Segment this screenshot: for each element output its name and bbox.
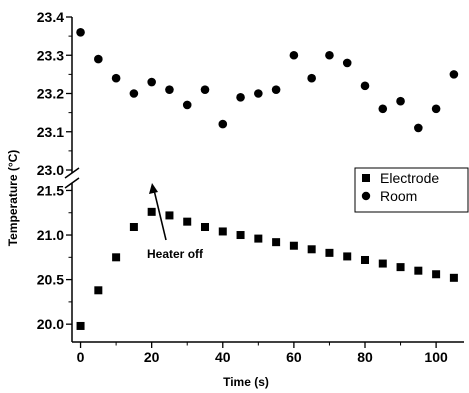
electrode-point (449, 273, 458, 282)
room-point (271, 85, 281, 94)
legend: Electrode Room (354, 167, 469, 213)
legend-marker-electrode (362, 174, 370, 182)
room-point (360, 81, 370, 91)
x-tick-label: 20 (144, 349, 160, 365)
room-point (342, 58, 352, 68)
room-point (129, 89, 139, 98)
annotation-text: Heater off (147, 247, 204, 261)
electrode-point (272, 238, 281, 247)
room-point (165, 85, 174, 94)
room-point (449, 70, 459, 79)
y-axis-label: Temperature (°C) (6, 150, 20, 247)
electrode-point (289, 241, 298, 250)
data-marks (76, 28, 459, 330)
electrode-point (325, 248, 334, 257)
legend-marker-room (361, 191, 371, 201)
y-lower-tick-label: 21.5 (37, 182, 64, 198)
y-upper-tick-label: 23.1 (37, 124, 64, 140)
room-point (325, 50, 334, 60)
y-lower-tick-label: 20.0 (37, 316, 64, 332)
annotation-arrowhead (149, 183, 158, 194)
electrode-point (94, 286, 103, 295)
electrode-point (236, 231, 245, 240)
room-point (200, 85, 210, 94)
heater-off-annotation: Heater off (147, 183, 204, 261)
y-upper-tick-label: 23.3 (37, 47, 64, 63)
electrode-point (307, 245, 316, 254)
annotation-arrow-line (153, 189, 167, 241)
room-point (254, 89, 263, 98)
room-point (307, 73, 316, 83)
room-point (378, 104, 388, 114)
room-point (289, 50, 299, 60)
room-point (236, 93, 245, 102)
axis-break-mark (64, 177, 80, 189)
room-point (414, 123, 423, 133)
y-lower-tick-label: 20.5 (37, 272, 64, 288)
electrode-point (414, 266, 423, 275)
tick-labels: 0 20 40 60 80 100 23.0 23.1 23.2 23.3 23.4 20.0 20.5… (37, 9, 448, 365)
x-tick-label: 100 (424, 349, 448, 365)
electrode-point (361, 255, 369, 264)
electrode-point (183, 217, 192, 226)
electrode-point (378, 259, 387, 268)
x-tick-label: 80 (357, 349, 373, 365)
x-tick-label: 40 (215, 349, 231, 365)
electrode-point (432, 270, 441, 279)
electrode-point (76, 321, 85, 330)
room-point (218, 119, 228, 129)
electrode-point (165, 211, 174, 220)
x-tick-label: 0 (77, 349, 85, 365)
axes (64, 16, 464, 348)
electrode-point (343, 252, 352, 261)
room-point (94, 54, 103, 64)
y-upper-tick-label: 23.2 (37, 86, 64, 102)
electrode-point (254, 234, 263, 243)
electrode-point (201, 223, 209, 232)
y-upper-tick-label: 23.0 (37, 162, 64, 178)
legend-label-electrode: Electrode (380, 170, 439, 186)
legend-box (354, 167, 469, 213)
electrode-point (147, 207, 156, 216)
x-tick-label: 60 (286, 349, 302, 365)
electrode-point (129, 223, 138, 232)
legend-label-room: Room (380, 188, 417, 204)
x-axis-label: Time (s) (223, 375, 269, 389)
room-point (182, 100, 192, 110)
room-point (431, 104, 441, 114)
electrode-point (218, 227, 227, 236)
room-point (396, 96, 405, 106)
room-point (147, 77, 156, 87)
room-point (111, 73, 121, 83)
electrode-point (112, 253, 121, 262)
electrode-point (396, 263, 405, 272)
y-upper-tick-label: 23.4 (37, 9, 64, 25)
y-lower-tick-label: 21.0 (37, 227, 64, 243)
room-point (76, 28, 85, 37)
axis-break-mark (64, 167, 80, 179)
